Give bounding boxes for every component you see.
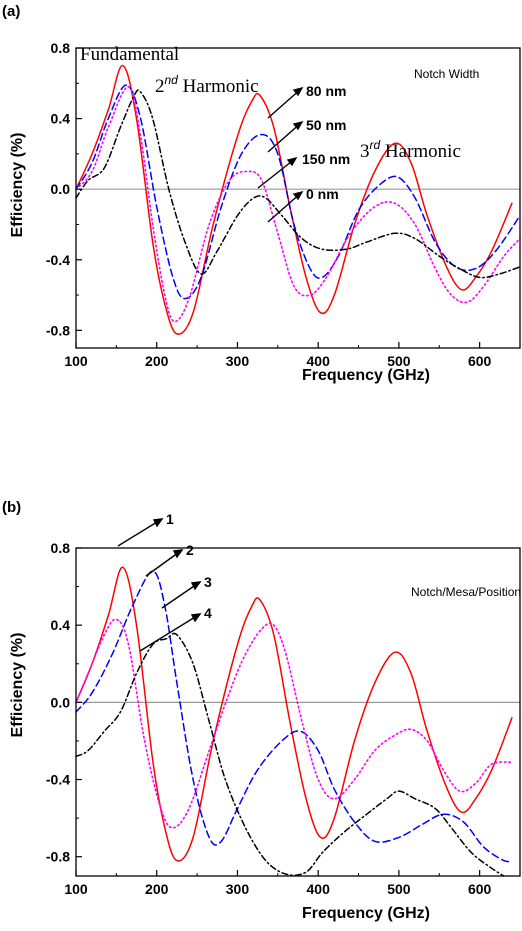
y-tick-label-b: 0.4 [51, 617, 71, 633]
label-4: 4 [204, 605, 212, 621]
y-tick-label-a: 0.4 [51, 111, 71, 127]
x-axis-label-a: Frequency (GHz) [302, 367, 430, 384]
x-tick-label-b: 500 [387, 881, 411, 897]
annotation-fundamental: Fundamental [80, 44, 179, 65]
y-axis-label-a: Efficiency (%) [9, 133, 26, 238]
x-tick-label-a: 300 [226, 353, 250, 369]
axis-ticks-a: 100 200 300 400 500 600 -0.8 -0.4 0.0 0.4 0.8 [46, 40, 492, 369]
panel-label-a: (a) [2, 3, 20, 20]
chart-panel-a: (a) Efficiency (%) Frequency (GHz) 100 20… [2, 3, 521, 384]
arrowhead-50nm [292, 120, 304, 131]
axis-ticks-b: 100 200 300 400 500 600 -0.8 -0.4 0.0 0.4 0.8 [46, 540, 492, 897]
series-group-b [75, 566, 513, 877]
series-line-a-1 [75, 64, 513, 335]
y-tick-label-a: 0.8 [51, 40, 71, 56]
arrowhead-150nm [286, 156, 298, 167]
y-tick-label-b: 0.8 [51, 540, 71, 556]
x-tick-label-a: 200 [145, 353, 169, 369]
arrowhead-1 [152, 518, 164, 528]
annotation-2nd-harmonic: 2nd Harmonic [155, 73, 259, 97]
label-2: 2 [186, 542, 194, 558]
y-tick-label-a: 0.0 [51, 181, 71, 197]
series-line-a-2 [75, 84, 521, 300]
label-50nm: 50 nm [306, 117, 346, 133]
series-line-b-4 [75, 632, 505, 877]
label-80nm: 80 nm [306, 83, 346, 99]
x-tick-label-a: 600 [468, 353, 492, 369]
x-tick-label-b: 600 [468, 881, 492, 897]
x-axis-label-b: Frequency (GHz) [302, 905, 430, 922]
arrows-a [257, 86, 304, 223]
x-tick-label-a: 400 [307, 353, 331, 369]
y-axis-label-b: Efficiency (%) [9, 633, 26, 738]
arrowhead-2 [172, 549, 184, 559]
series-line-b-3 [75, 618, 513, 829]
plot-frame-b [75, 547, 521, 877]
x-tick-label-a: 100 [64, 353, 88, 369]
x-tick-label-a: 500 [387, 353, 411, 369]
x-tick-label-b: 100 [64, 881, 88, 897]
legend-title-b: Notch/Mesa/Position [411, 585, 521, 599]
series-line-b-2 [75, 570, 513, 863]
series-group-a [75, 64, 521, 335]
y-tick-label-b: 0.0 [51, 694, 71, 710]
label-3: 3 [204, 574, 212, 590]
label-0nm: 0 nm [306, 186, 339, 202]
y-tick-label-b: -0.4 [46, 772, 70, 788]
arrows-b [117, 518, 202, 652]
y-tick-label-b: -0.8 [46, 849, 70, 865]
arrow-4 [139, 613, 201, 652]
arrowhead-4 [190, 613, 202, 623]
annotation-3rd-harmonic: 3rd Harmonic [360, 138, 461, 162]
x-tick-label-b: 200 [145, 881, 169, 897]
arrow-1 [117, 518, 163, 547]
x-tick-label-b: 300 [226, 881, 250, 897]
y-tick-label-a: -0.4 [46, 252, 70, 268]
label-1: 1 [166, 511, 174, 527]
series-line-b-1 [75, 566, 513, 862]
arrowhead-0nm [292, 190, 304, 201]
arrowhead-3 [190, 581, 202, 591]
chart-panel-b: (b) Efficiency (%) Frequency (GHz) 100 20… [2, 499, 521, 922]
series-line-a-3 [75, 86, 521, 323]
arrowhead-80nm [292, 86, 304, 97]
x-tick-label-b: 400 [307, 881, 331, 897]
plot-frame-a [75, 47, 521, 349]
y-tick-label-a: -0.8 [46, 322, 70, 338]
series-line-a-4 [75, 89, 521, 279]
panel-label-b: (b) [2, 499, 21, 516]
label-150nm: 150 nm [302, 151, 350, 167]
legend-title-a: Notch Width [414, 67, 479, 81]
